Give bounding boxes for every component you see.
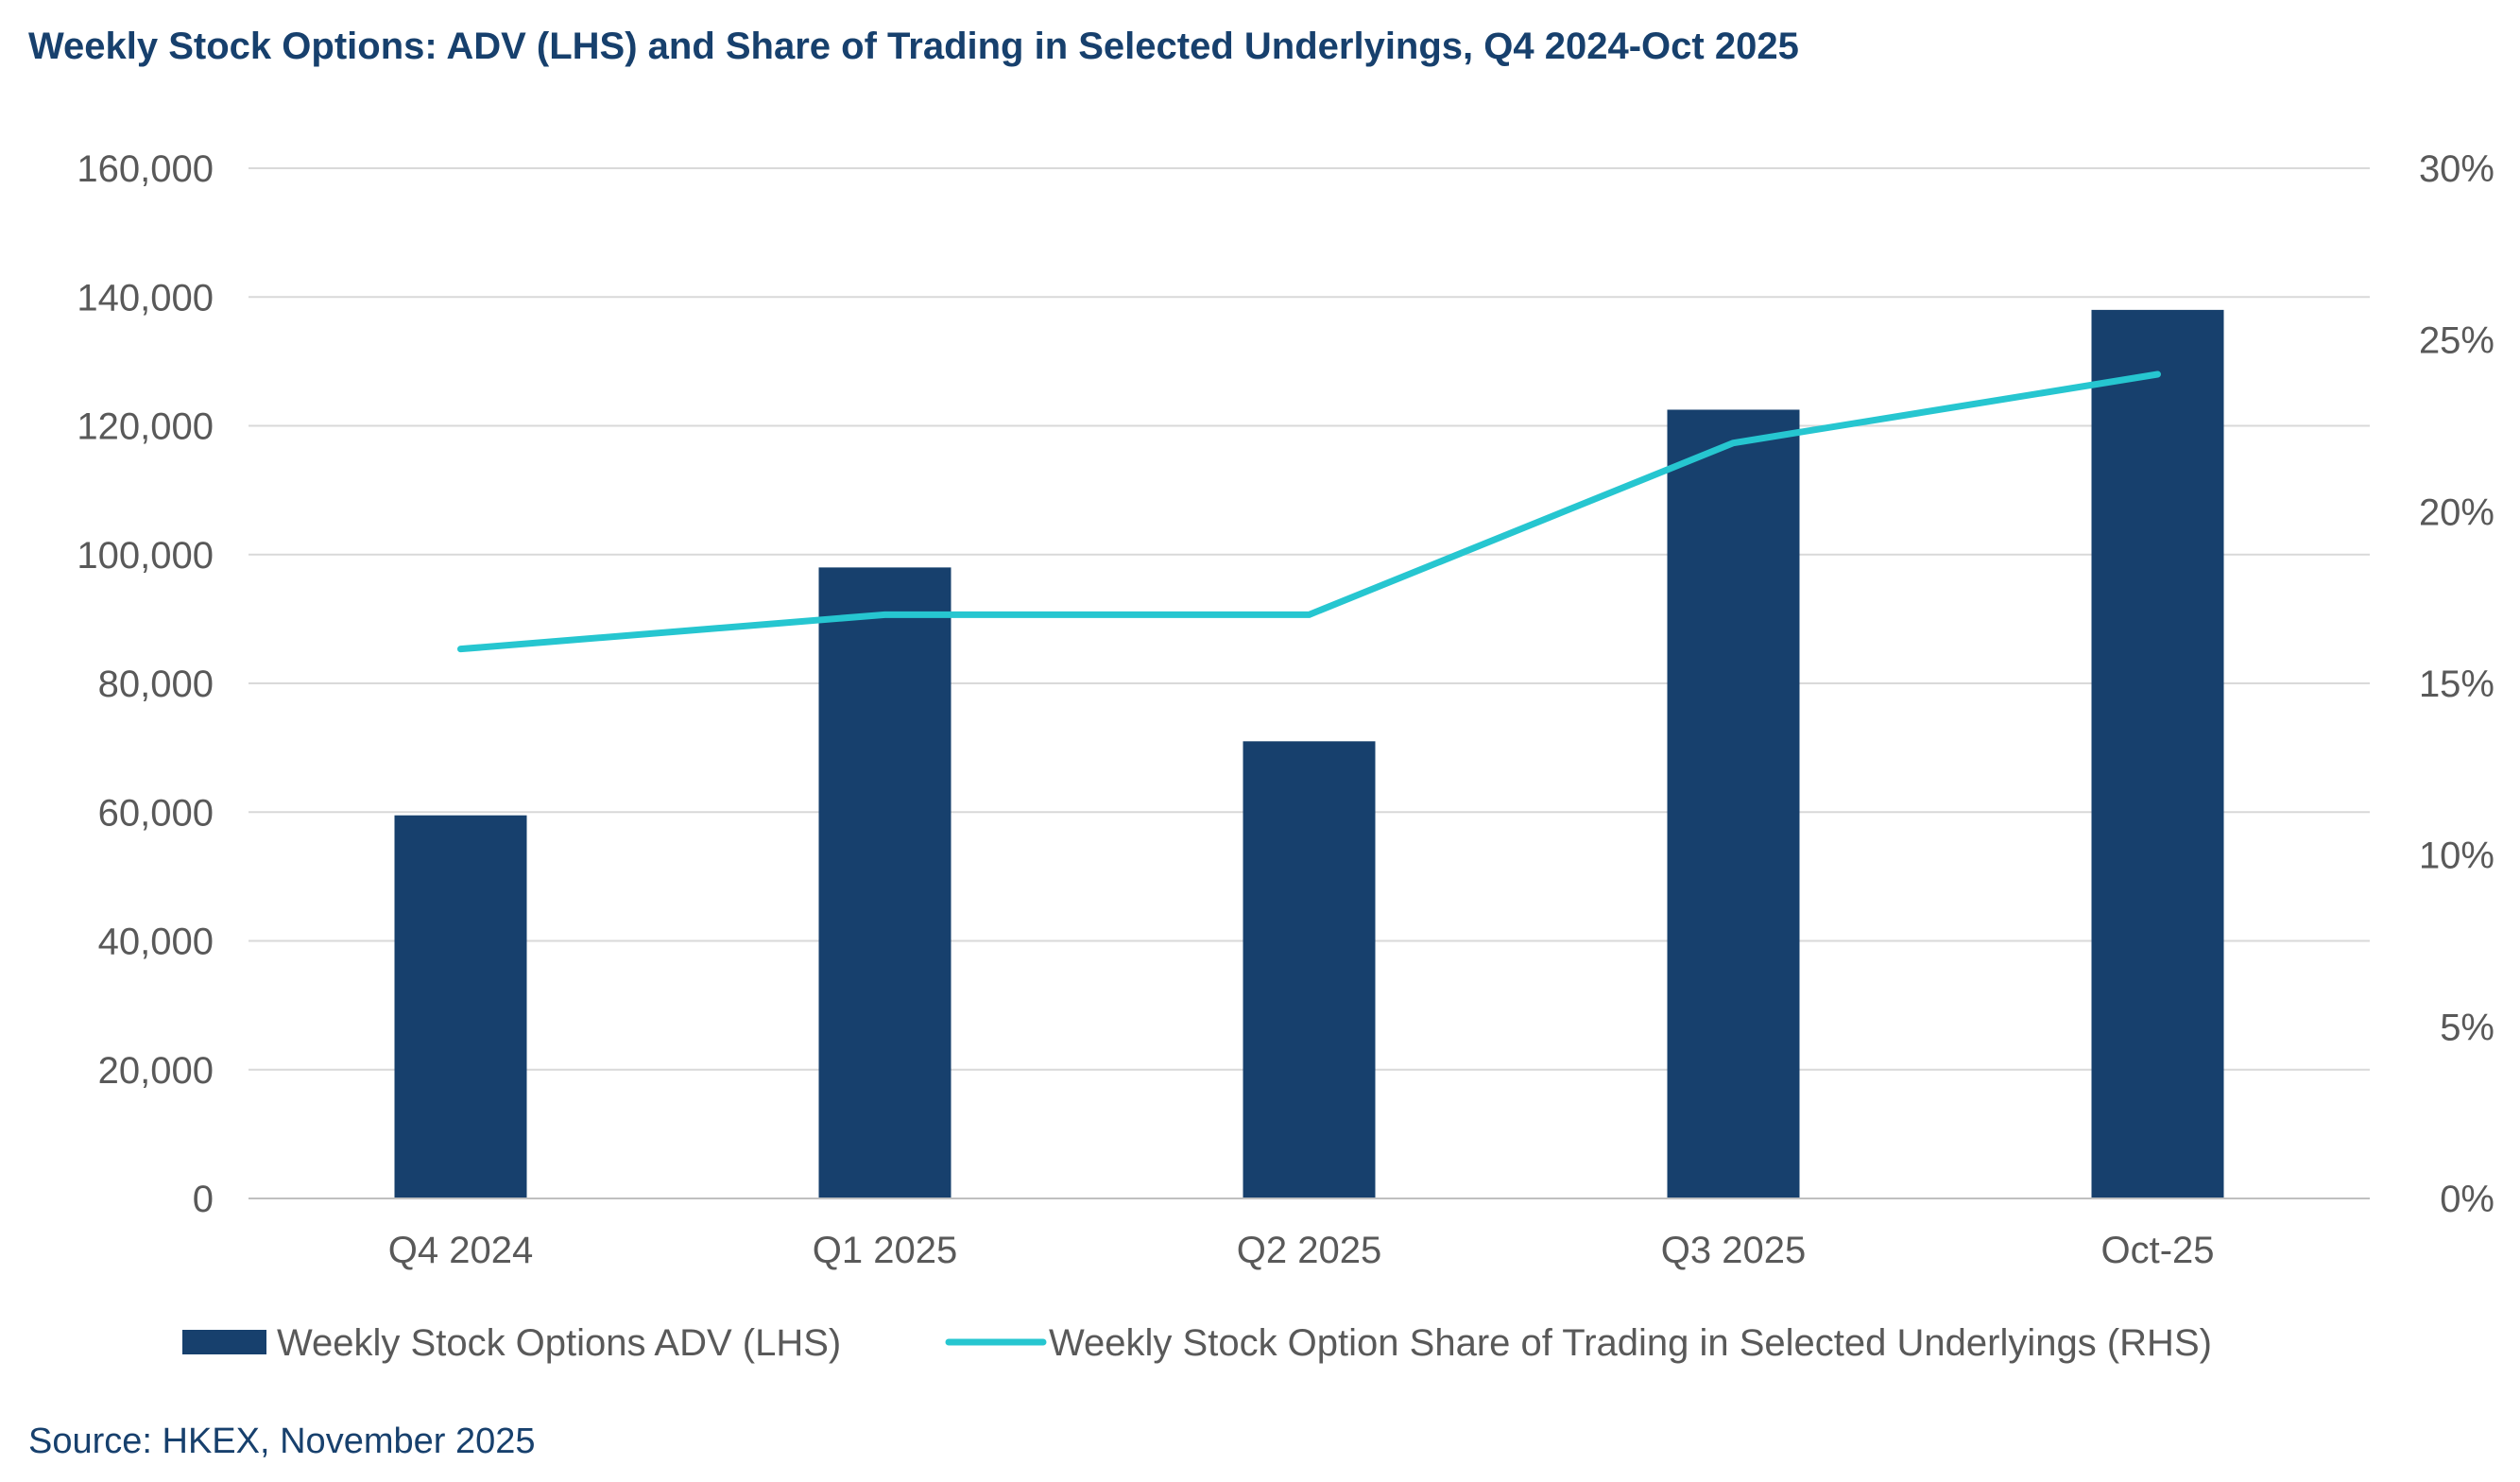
legend-bar-label: Weekly Stock Options ADV (LHS) <box>277 1322 841 1364</box>
chart-title: Weekly Stock Options: ADV (LHS) and Shar… <box>28 26 1799 67</box>
x-tick-label: Q2 2025 <box>1237 1230 1381 1271</box>
x-axis-ticks: Q4 2024 Q1 2025 Q2 2025 Q3 2025 Oct-25 <box>388 1230 2215 1271</box>
bar-q2-2025 <box>1243 741 1376 1198</box>
bars <box>394 309 2224 1198</box>
right-tick-label: 0% <box>2440 1179 2494 1220</box>
x-tick-label: Oct-25 <box>2100 1230 2214 1271</box>
legend-bar-swatch <box>182 1330 266 1354</box>
left-tick-label: 0 <box>193 1179 214 1220</box>
left-axis-ticks: 0 20,000 40,000 60,000 80,000 100,000 120,000 1… <box>77 148 214 1220</box>
left-tick-label: 160,000 <box>77 148 214 190</box>
x-tick-label: Q3 2025 <box>1661 1230 1806 1271</box>
right-tick-label: 20% <box>2419 491 2494 533</box>
right-tick-label: 25% <box>2419 320 2494 362</box>
right-tick-label: 10% <box>2419 836 2494 877</box>
right-tick-label: 30% <box>2419 148 2494 190</box>
left-tick-label: 120,000 <box>77 406 214 448</box>
source-note: Source: HKEX, November 2025 <box>28 1422 536 1461</box>
share-line-path <box>457 370 2161 653</box>
left-tick-label: 40,000 <box>98 922 214 963</box>
right-axis-ticks: 0% 5% 10% 15% 20% 25% 30% <box>2419 148 2494 1220</box>
share-line <box>457 370 2161 653</box>
left-tick-label: 20,000 <box>98 1050 214 1092</box>
legend-line-label: Weekly Stock Option Share of Trading in … <box>1049 1322 2212 1364</box>
left-tick-label: 100,000 <box>77 535 214 577</box>
left-tick-label: 60,000 <box>98 792 214 834</box>
left-tick-label: 80,000 <box>98 663 214 705</box>
bar-q3-2025 <box>1667 409 1800 1198</box>
right-tick-label: 15% <box>2419 663 2494 705</box>
legend: Weekly Stock Options ADV (LHS) Weekly St… <box>182 1322 2212 1364</box>
bar-q1-2025 <box>818 567 951 1198</box>
x-tick-label: Q4 2024 <box>388 1230 533 1271</box>
bar-oct-25 <box>2091 309 2224 1198</box>
right-tick-label: 5% <box>2440 1007 2494 1048</box>
left-tick-label: 140,000 <box>77 277 214 319</box>
bar-q4-2024 <box>394 815 527 1198</box>
x-tick-label: Q1 2025 <box>813 1230 957 1271</box>
